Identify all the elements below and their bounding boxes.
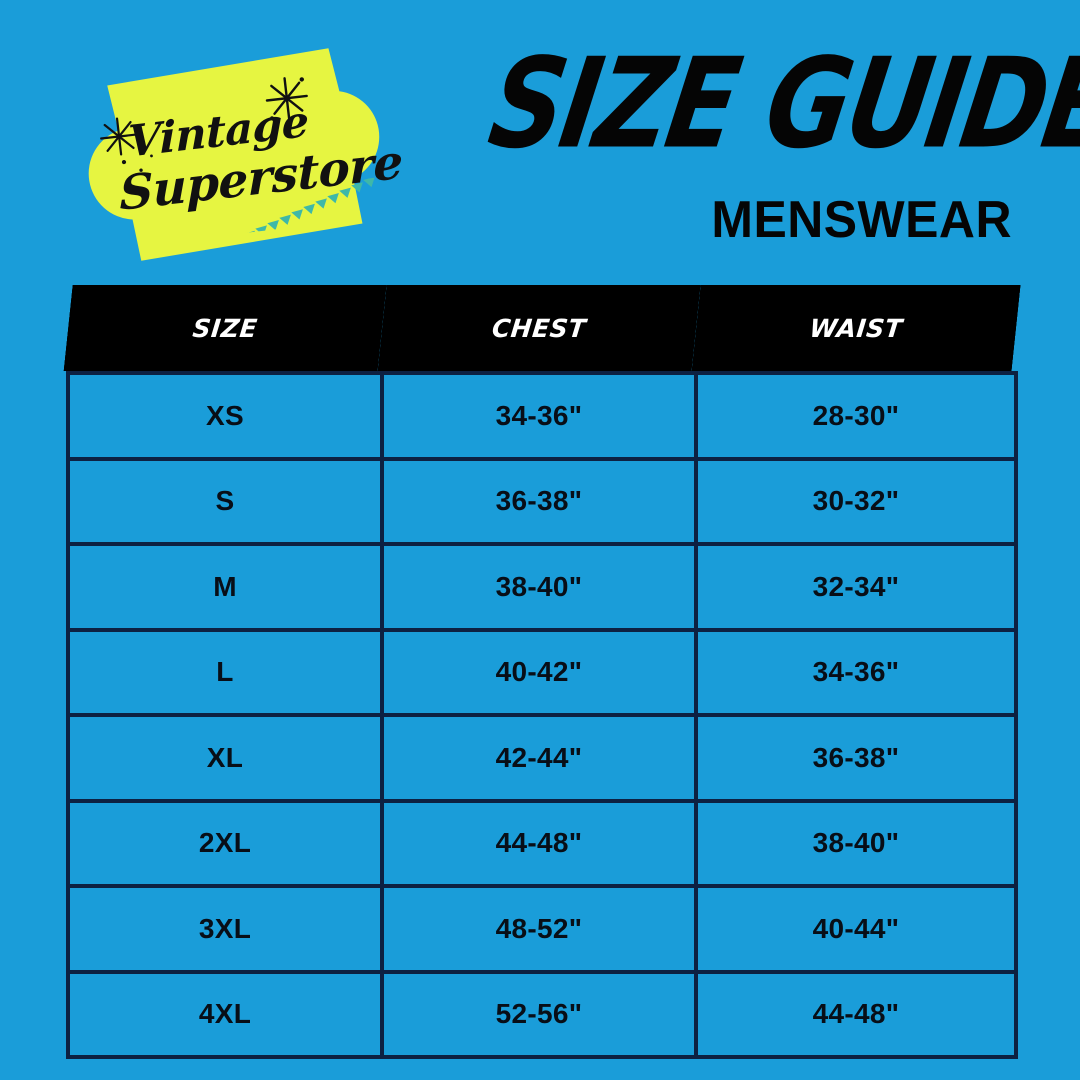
brand-logo: Vintage Superstore <box>78 40 418 270</box>
column-header-chest: CHEST <box>377 285 701 373</box>
table-row: 4XL 52-56" 44-48" <box>66 971 1018 1059</box>
cell-waist: 28-30" <box>694 371 1018 461</box>
cell-size: L <box>66 629 384 717</box>
table-row: 2XL 44-48" 38-40" <box>66 800 1018 888</box>
column-header-size: SIZE <box>63 285 387 373</box>
cell-chest: 34-36" <box>380 371 698 461</box>
cell-waist: 32-34" <box>694 544 1018 632</box>
sparkle-icon <box>265 77 308 120</box>
cell-waist: 38-40" <box>694 800 1018 888</box>
cell-chest: 52-56" <box>380 971 698 1059</box>
cell-size: 4XL <box>66 971 384 1059</box>
cell-size: XL <box>66 715 384 803</box>
starburst-icon <box>100 117 139 156</box>
cell-chest: 38-40" <box>380 544 698 632</box>
cell-chest: 42-44" <box>380 715 698 803</box>
cell-chest: 44-48" <box>380 800 698 888</box>
table-body: XS 34-36" 28-30" S 36-38" 30-32" M 38-40… <box>66 371 1018 1059</box>
table-row: XS 34-36" 28-30" <box>66 371 1018 461</box>
cell-waist: 36-38" <box>694 715 1018 803</box>
cell-size: 2XL <box>66 800 384 888</box>
table-row: S 36-38" 30-32" <box>66 458 1018 546</box>
dot-cluster-icon <box>121 154 153 172</box>
table-row: M 38-40" 32-34" <box>66 544 1018 632</box>
cell-waist: 30-32" <box>694 458 1018 546</box>
cell-waist: 34-36" <box>694 629 1018 717</box>
cell-waist: 40-44" <box>694 886 1018 974</box>
cell-size: M <box>66 544 384 632</box>
table-header-row: SIZE CHEST WAIST <box>63 285 1021 373</box>
table-row: L 40-42" 34-36" <box>66 629 1018 717</box>
size-chart-table: SIZE CHEST WAIST XS 34-36" 28-30" S 36-3… <box>63 285 1021 1059</box>
table-header: SIZE CHEST WAIST <box>63 285 1021 373</box>
column-header-waist: WAIST <box>691 285 1021 373</box>
page-subtitle: MENSWEAR <box>711 190 1012 249</box>
title-block: SIZE GUIDE MENSWEAR <box>481 32 1080 249</box>
cell-waist: 44-48" <box>694 971 1018 1059</box>
cell-chest: 36-38" <box>380 458 698 546</box>
page-title: SIZE GUIDE <box>480 31 1080 177</box>
cell-size: S <box>66 458 384 546</box>
logo-text-layer: Vintage Superstore <box>66 21 430 288</box>
table-row: 3XL 48-52" 40-44" <box>66 886 1018 974</box>
cell-size: 3XL <box>66 886 384 974</box>
cell-chest: 48-52" <box>380 886 698 974</box>
table-row: XL 42-44" 36-38" <box>66 715 1018 803</box>
cell-size: XS <box>66 371 384 461</box>
cell-chest: 40-42" <box>380 629 698 717</box>
